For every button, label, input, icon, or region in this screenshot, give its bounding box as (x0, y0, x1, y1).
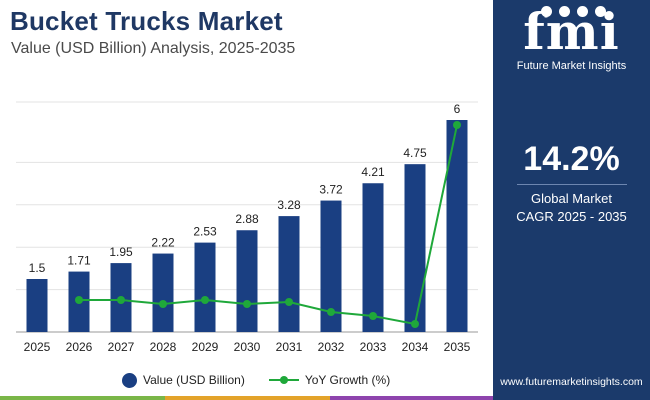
yoy-point-2030 (243, 300, 251, 308)
x-tick-2027: 2027 (108, 340, 135, 354)
x-axis-ticks: 2025 2026 2027 2028 2029 2030 2031 2032 2033 2034… (24, 340, 471, 354)
data-label-2031: 3.28 (277, 198, 301, 212)
strip-segment (330, 396, 495, 400)
chart-title: Bucket Trucks Market (10, 6, 283, 36)
logo-subtitle: Future Market Insights (516, 60, 627, 72)
x-tick-2028: 2028 (150, 340, 177, 354)
x-tick-2029: 2029 (192, 340, 219, 354)
bar-2031 (278, 216, 300, 332)
cagr-label-line1: Global Market (531, 191, 612, 206)
cagr-label: Global Market CAGR 2025 - 2035 (493, 190, 650, 226)
cagr-divider (517, 184, 627, 185)
yoy-point-2035 (453, 121, 461, 129)
bar-2029 (194, 242, 216, 332)
bar-2033 (362, 183, 384, 332)
data-label-2025: 1.5 (29, 261, 46, 275)
logo-dot-icon (541, 6, 552, 17)
x-tick-2034: 2034 (402, 340, 429, 354)
yoy-line-series (75, 121, 461, 328)
yoy-point-2033 (369, 312, 377, 320)
x-tick-2026: 2026 (66, 340, 93, 354)
cagr-value: 14.2% (523, 140, 620, 178)
data-label-2026: 1.71 (67, 254, 91, 268)
strip-segment (165, 396, 330, 400)
yoy-point-2029 (201, 296, 209, 304)
logo: fmi Future Market Insights (493, 4, 650, 74)
yoy-point-2034 (411, 320, 419, 328)
bar-2025 (26, 279, 48, 332)
yoy-point-2026 (75, 296, 83, 304)
yoy-line (79, 124, 458, 326)
yoy-point-2028 (159, 300, 167, 308)
yoy-point-2031 (285, 298, 293, 306)
legend-line-swatch (268, 374, 299, 386)
yoy-point-2032 (327, 308, 335, 316)
yoy-point-2027 (117, 296, 125, 304)
data-label-2032: 3.72 (319, 183, 343, 197)
legend: Value (USD Billion) YoY Growth (%) (122, 370, 422, 390)
legend-item-value: Value (USD Billion) (122, 372, 245, 388)
strip-segment (0, 396, 165, 400)
data-label-2033: 4.21 (361, 165, 385, 179)
x-tick-2035: 2035 (444, 340, 471, 354)
x-tick-2032: 2032 (318, 340, 345, 354)
logo-dot-icon (577, 6, 588, 17)
bar-2034 (404, 164, 426, 332)
legend-bar-swatch (122, 372, 137, 388)
cagr-label-line2: CAGR 2025 - 2035 (516, 209, 627, 224)
x-tick-2030: 2030 (234, 340, 261, 354)
data-label-2028: 2.22 (151, 236, 175, 250)
website-link[interactable]: www.futuremarketinsights.com (500, 376, 643, 388)
x-tick-2033: 2033 (360, 340, 387, 354)
x-tick-2025: 2025 (24, 340, 51, 354)
chart-subtitle: Value (USD Billion) Analysis, 2025-2035 (11, 40, 296, 57)
legend-label-yoy: YoY Growth (%) (304, 373, 391, 387)
bar-2028 (152, 253, 174, 332)
logo-text: fmi (523, 2, 620, 61)
data-label-2034: 4.75 (403, 146, 427, 160)
x-tick-2031: 2031 (276, 340, 303, 354)
data-label-2027: 1.95 (109, 245, 133, 259)
bar-2030 (236, 230, 258, 332)
bar-2032 (320, 200, 342, 332)
data-label-2029: 2.53 (193, 225, 217, 239)
data-label-2035: 6 (454, 102, 461, 116)
legend-label-value: Value (USD Billion) (143, 373, 245, 387)
side-panel: fmi Future Market Insights 14.2% Global … (493, 0, 650, 400)
logo-dot-icon (559, 6, 570, 17)
data-labels: 1.5 1.71 1.95 2.22 2.53 2.88 3.28 3.72 4.21 4.75 6 (29, 102, 461, 275)
logo-dot-icon (595, 6, 606, 17)
logo-icons (533, 6, 613, 18)
bar-2035 (446, 120, 468, 332)
data-label-2030: 2.88 (235, 212, 259, 226)
legend-item-yoy: YoY Growth (%) (268, 373, 391, 387)
chart-area: 1.5 1.71 1.95 2.22 2.53 2.88 3.28 3.72 4.21 4.75 6… (16, 101, 478, 354)
